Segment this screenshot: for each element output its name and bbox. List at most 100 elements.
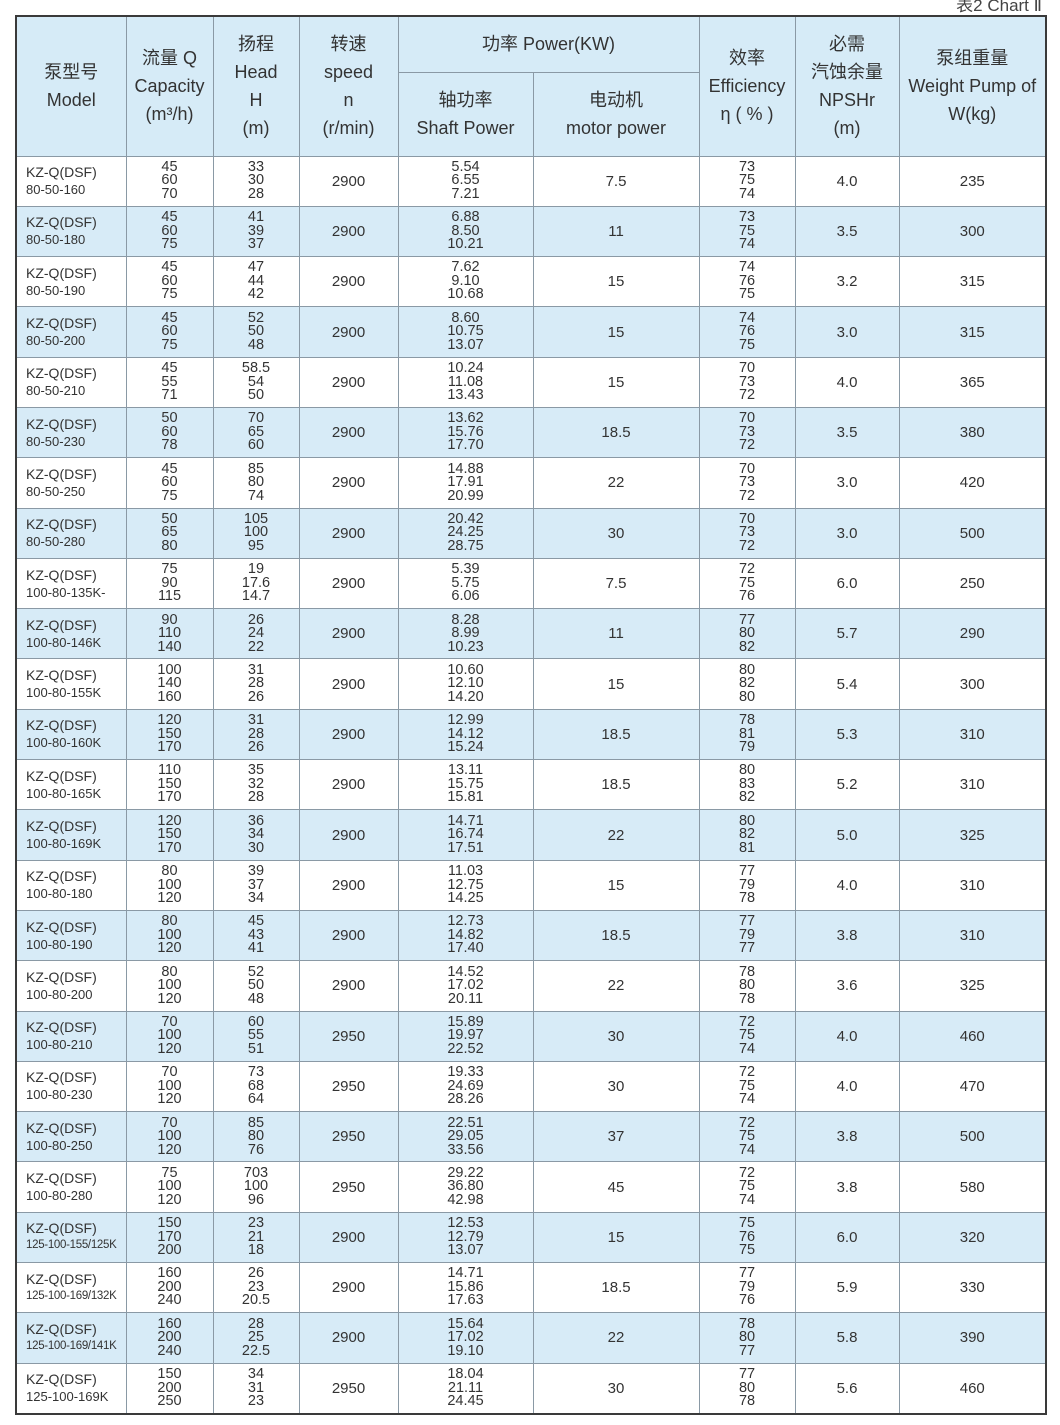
speed-cell: 2900 <box>298 557 399 610</box>
npshr-cell: 3.5 <box>794 406 900 459</box>
npshr-cell: 3.0 <box>794 306 900 358</box>
efficiency-cell: 72 75 74 <box>698 1060 796 1113</box>
npshr-cell: 5.3 <box>794 708 900 761</box>
npshr-cell: 4.0 <box>794 1010 900 1062</box>
efficiency-cell: 74 76 75 <box>698 306 796 358</box>
model-cell: KZ-Q(DSF) 125-100-169/132K <box>15 1262 127 1314</box>
head-cell: 45 43 41 <box>212 909 300 962</box>
weight-cell: 580 <box>898 1161 1047 1213</box>
motor-power-cell: 15 <box>532 859 700 911</box>
table-row: KZ-Q(DSF) 80-50-280 50 65 80 105 100 95 2900 20.4… <box>15 507 1047 559</box>
model-cell: KZ-Q(DSF) 125-100-155/125K <box>15 1211 127 1264</box>
speed-cell: 2900 <box>298 658 399 710</box>
weight-cell: 460 <box>898 1010 1047 1062</box>
shaft-power-cell: 20.42 24.25 28.75 <box>397 507 534 559</box>
capacity-cell: 70 100 120 <box>125 1060 214 1113</box>
weight-cell: 315 <box>898 306 1047 358</box>
motor-power-cell: 15 <box>532 306 700 358</box>
weight-cell: 290 <box>898 608 1047 660</box>
motor-power-cell: 18.5 <box>532 1262 700 1314</box>
motor-power-cell: 22 <box>532 809 700 861</box>
efficiency-cell: 70 73 72 <box>698 406 796 459</box>
shaft-power-cell: 22.51 29.05 33.56 <box>397 1111 534 1163</box>
motor-power-cell: 15 <box>532 658 700 710</box>
shaft-power-cell: 14.88 17.91 20.99 <box>397 457 534 509</box>
header-speed: 转速 speed n (r/min) <box>298 15 399 157</box>
head-cell: 34 31 23 <box>212 1362 300 1415</box>
motor-power-cell: 11 <box>532 205 700 258</box>
shaft-power-cell: 12.53 12.79 13.07 <box>397 1211 534 1264</box>
motor-power-cell: 22 <box>532 960 700 1012</box>
header-efficiency: 效率 Efficiency η ( % ) <box>698 15 796 157</box>
shaft-power-cell: 5.54 6.55 7.21 <box>397 155 534 207</box>
header-power: 功率 Power(KW) <box>397 15 700 73</box>
speed-cell: 2900 <box>298 1312 399 1364</box>
weight-cell: 470 <box>898 1060 1047 1113</box>
table-row: KZ-Q(DSF) 100-80-250 70 100 120 85 80 76 2950 22.… <box>15 1111 1047 1163</box>
weight-cell: 235 <box>898 155 1047 207</box>
npshr-cell: 5.6 <box>794 1362 900 1415</box>
motor-power-cell: 30 <box>532 507 700 559</box>
model-cell: KZ-Q(DSF) 80-50-280 <box>15 507 127 559</box>
motor-power-cell: 22 <box>532 457 700 509</box>
capacity-cell: 50 65 80 <box>125 507 214 559</box>
shaft-power-cell: 13.11 15.75 15.81 <box>397 759 534 811</box>
head-cell: 26 23 20.5 <box>212 1262 300 1314</box>
motor-power-cell: 18.5 <box>532 909 700 962</box>
model-cell: KZ-Q(DSF) 100-80-280 <box>15 1161 127 1213</box>
weight-cell: 500 <box>898 1111 1047 1163</box>
motor-power-cell: 18.5 <box>532 708 700 761</box>
npshr-cell: 3.0 <box>794 507 900 559</box>
capacity-cell: 45 55 71 <box>125 356 214 408</box>
table-row: KZ-Q(DSF) 125-100-169/141K 160 200 240 28 25 22… <box>15 1312 1047 1364</box>
efficiency-cell: 77 80 78 <box>698 1362 796 1415</box>
table-row: KZ-Q(DSF) 100-80-200 80 100 120 52 50 48 2900 14.… <box>15 960 1047 1012</box>
speed-cell: 2900 <box>298 960 399 1012</box>
head-cell: 47 44 42 <box>212 256 300 308</box>
capacity-cell: 150 170 200 <box>125 1211 214 1264</box>
npshr-cell: 6.0 <box>794 1211 900 1264</box>
header-shaft-power: 轴功率 Shaft Power <box>397 71 534 157</box>
weight-cell: 325 <box>898 960 1047 1012</box>
shaft-power-cell: 13.62 15.76 17.70 <box>397 406 534 459</box>
efficiency-cell: 80 82 81 <box>698 809 796 861</box>
shaft-power-cell: 8.28 8.99 10.23 <box>397 608 534 660</box>
motor-power-cell: 7.5 <box>532 155 700 207</box>
capacity-cell: 120 150 170 <box>125 809 214 861</box>
table-row: KZ-Q(DSF) 80-50-250 45 60 75 85 80 74 2900 14.88 1… <box>15 457 1047 509</box>
capacity-cell: 75 90 115 <box>125 557 214 610</box>
header-weight: 泵组重量 Weight Pump of W(kg) <box>898 15 1047 157</box>
shaft-power-cell: 5.39 5.75 6.06 <box>397 557 534 610</box>
model-cell: KZ-Q(DSF) 80-50-230 <box>15 406 127 459</box>
speed-cell: 2900 <box>298 356 399 408</box>
head-cell: 52 50 48 <box>212 306 300 358</box>
npshr-cell: 3.5 <box>794 205 900 258</box>
shaft-power-cell: 12.73 14.82 17.40 <box>397 909 534 962</box>
weight-cell: 250 <box>898 557 1047 610</box>
motor-power-cell: 11 <box>532 608 700 660</box>
speed-cell: 2900 <box>298 406 399 459</box>
capacity-cell: 45 60 75 <box>125 457 214 509</box>
head-cell: 703 100 96 <box>212 1161 300 1213</box>
weight-cell: 310 <box>898 708 1047 761</box>
speed-cell: 2900 <box>298 1211 399 1264</box>
shaft-power-cell: 12.99 14.12 15.24 <box>397 708 534 761</box>
efficiency-cell: 77 80 82 <box>698 608 796 660</box>
head-cell: 52 50 48 <box>212 960 300 1012</box>
motor-power-cell: 30 <box>532 1060 700 1113</box>
efficiency-cell: 70 73 72 <box>698 356 796 408</box>
efficiency-cell: 73 75 74 <box>698 205 796 258</box>
shaft-power-cell: 29.22 36.80 42.98 <box>397 1161 534 1213</box>
model-cell: KZ-Q(DSF) 80-50-210 <box>15 356 127 408</box>
speed-cell: 2900 <box>298 256 399 308</box>
shaft-power-cell: 8.60 10.75 13.07 <box>397 306 534 358</box>
speed-cell: 2900 <box>298 809 399 861</box>
npshr-cell: 3.2 <box>794 256 900 308</box>
table-row: KZ-Q(DSF) 100-80-230 70 100 120 73 68 64 2950 19.… <box>15 1060 1047 1113</box>
efficiency-cell: 72 75 74 <box>698 1111 796 1163</box>
capacity-cell: 80 100 120 <box>125 909 214 962</box>
capacity-cell: 80 100 120 <box>125 859 214 911</box>
weight-cell: 330 <box>898 1262 1047 1314</box>
efficiency-cell: 72 75 74 <box>698 1161 796 1213</box>
weight-cell: 300 <box>898 205 1047 258</box>
